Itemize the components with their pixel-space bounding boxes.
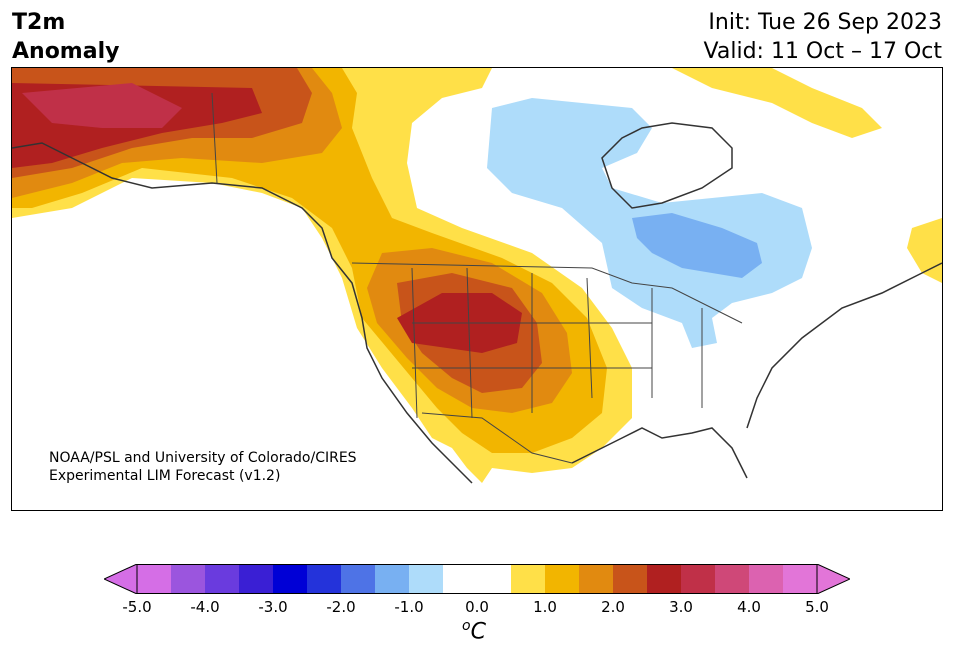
colorbar-segment (239, 564, 274, 594)
colorbar-tick-label: 0.0 (465, 598, 489, 616)
gulf-coast (571, 427, 748, 479)
map-title: T2m Anomaly (12, 8, 119, 66)
deep-warm-alaska (22, 83, 182, 128)
valid-range: Valid: 11 Oct – 17 Oct (703, 39, 942, 64)
colorbar-tick-label: 5.0 (805, 598, 829, 616)
credit-text: NOAA/PSL and University of Colorado/CIRE… (49, 449, 357, 485)
credit-line-2: Experimental LIM Forecast (v1.2) (49, 468, 281, 484)
colorbar-tick-label: 4.0 (737, 598, 761, 616)
colorbar-ticks: -5.0 -4.0 -3.0 -2.0 -1.0 0.0 1.0 2.0 3.0 4.0 5.0 (0, 598, 953, 618)
colorbar-segment (783, 564, 818, 594)
colorbar-tick-label: -5.0 (122, 598, 152, 616)
colorbar-segment (375, 564, 410, 594)
west-coast (12, 142, 473, 484)
colorbar (104, 564, 850, 594)
colorbar-segment (647, 564, 682, 594)
colorbar-segment (579, 564, 614, 594)
unit-label: C (470, 619, 486, 645)
slight-cool-lakes (632, 213, 762, 278)
colorbar-segment (749, 564, 784, 594)
colorbar-segment (715, 564, 750, 594)
colorbar-segment (681, 564, 716, 594)
east-coast (746, 262, 942, 429)
us-canada-border (351, 262, 743, 324)
colorbar-segment (613, 564, 648, 594)
colorbar-segment (273, 564, 308, 594)
credit-line-1: NOAA/PSL and University of Colorado/CIRE… (49, 450, 357, 466)
faint-warm-newfoundland (907, 218, 942, 283)
us-mexico-border (421, 412, 573, 464)
colorbar-extend-max (816, 564, 850, 594)
title-line-1: T2m (12, 10, 66, 35)
init-date: Init: Tue 26 Sep 2023 (708, 10, 942, 35)
colorbar-tick-label: -4.0 (190, 598, 220, 616)
colorbar-tick-label: -1.0 (394, 598, 424, 616)
colorbar-tick-label: -3.0 (258, 598, 288, 616)
colorbar-tick-label: 1.0 (533, 598, 557, 616)
borders (211, 92, 743, 464)
colorbar-segment (171, 564, 206, 594)
alaska-border (211, 92, 218, 184)
faint-warm-labrador (672, 68, 882, 138)
map-svg (12, 68, 942, 484)
colorbar-tick-label: 3.0 (669, 598, 693, 616)
colorbar-tick-label: 2.0 (601, 598, 625, 616)
colorbar-segment (307, 564, 342, 594)
colorbar-segment (137, 564, 172, 594)
colorbar-segment (409, 564, 444, 594)
colorbar-border (136, 564, 818, 594)
run-info: Init: Tue 26 Sep 2023 Valid: 11 Oct – 17… (704, 8, 942, 66)
colorbar-segment (205, 564, 240, 594)
anomaly-map (11, 67, 943, 511)
colorbar-unit: oC (462, 618, 486, 644)
colorbar-segment (341, 564, 376, 594)
state-lines (411, 267, 703, 419)
colorbar-segment (511, 564, 546, 594)
coastlines (12, 122, 942, 484)
hudson-bay (601, 122, 733, 209)
unit-degree: o (462, 618, 471, 634)
colorbar-extend-min (104, 564, 138, 594)
colorbar-tick-label: -2.0 (326, 598, 356, 616)
title-line-2: Anomaly (12, 39, 120, 64)
colorbar-segment (477, 564, 512, 594)
colorbar-segment (443, 564, 478, 594)
colorbar-segment (545, 564, 580, 594)
